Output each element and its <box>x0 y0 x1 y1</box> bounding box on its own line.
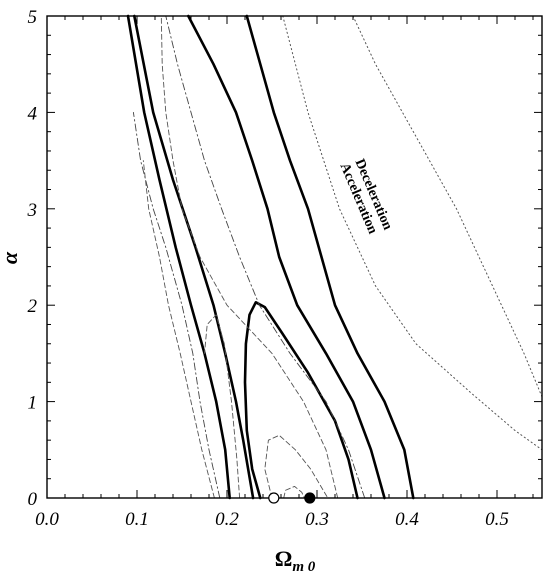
contour-line-dashdot-6 <box>165 15 366 499</box>
x-tick-label: 0.3 <box>305 509 329 530</box>
contour-line-solid-3 <box>245 14 415 500</box>
plot-frame <box>46 15 543 499</box>
contour-line-dashed-10 <box>264 434 329 499</box>
y-axis-title: α <box>0 251 22 264</box>
x-axis-title-main: Ω <box>275 546 293 571</box>
contour-line-solid-0 <box>133 14 255 500</box>
x-tick-label: 0.5 <box>485 509 509 530</box>
y-tick-label: 3 <box>27 200 38 221</box>
filled-best-fit-point <box>304 492 316 504</box>
contour-line-solid-4 <box>243 301 359 500</box>
contour-line-dotted-12 <box>282 15 543 451</box>
y-tick-label: 4 <box>28 103 38 124</box>
x-tick-label: 0.0 <box>35 509 59 530</box>
best-fit-markers <box>268 492 316 504</box>
contour-line-solid-1 <box>126 14 231 500</box>
x-tick-label: 0.1 <box>125 509 149 530</box>
contour-line-dotted-13 <box>352 15 543 398</box>
x-axis-title-subscript: m 0 <box>292 559 315 575</box>
open-best-fit-point <box>268 492 280 504</box>
contour-line-dashed-11 <box>283 485 305 499</box>
contour-line-dashdot-5 <box>132 111 221 499</box>
y-tick-label: 0 <box>28 489 38 510</box>
contour-line-dashed-9 <box>204 314 241 499</box>
x-tick-label: 0.2 <box>215 509 239 530</box>
y-tick-label: 2 <box>28 296 38 317</box>
contour-line-dashed-7 <box>142 160 215 499</box>
x-axis-title: Ωm 0 <box>275 546 316 575</box>
axis-ticks: 0.0 0.1 0.2 0.3 0.4 0.5 0 1 2 3 4 5 <box>27 7 542 530</box>
contour-line-solid-2 <box>187 14 386 500</box>
x-tick-label: 0.4 <box>395 509 419 530</box>
contour-curves <box>126 14 543 500</box>
y-tick-label: 1 <box>28 393 38 414</box>
svg-text:α: α <box>0 251 22 264</box>
y-tick-label: 5 <box>28 7 38 28</box>
contour-line-dashed-8 <box>160 15 339 499</box>
